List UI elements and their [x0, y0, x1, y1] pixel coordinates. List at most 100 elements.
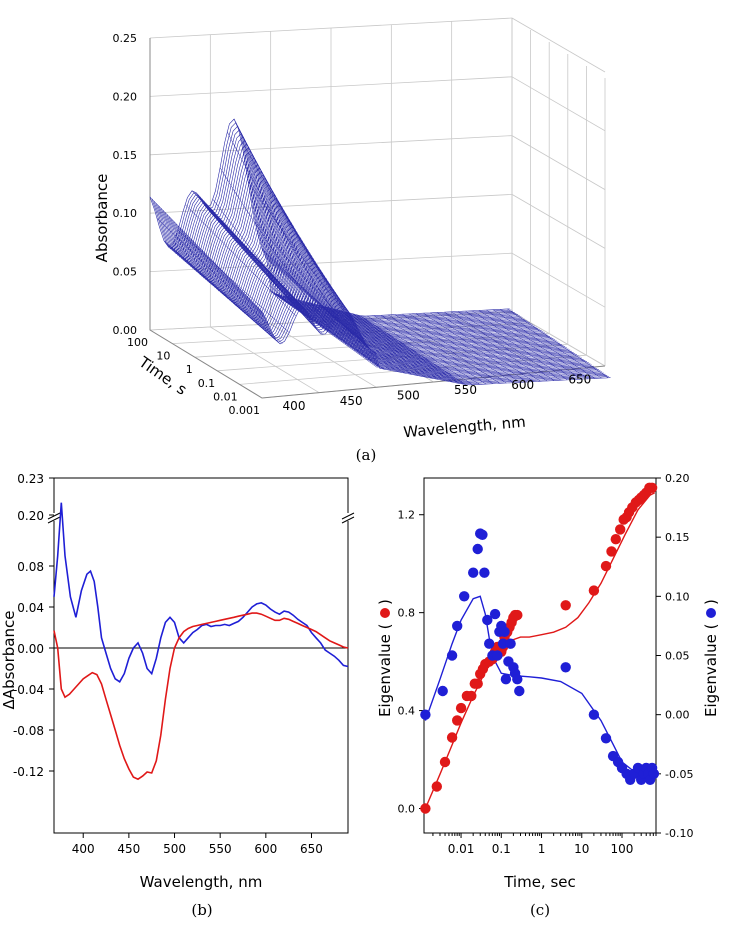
panel-a-z-tick-label: 0.15: [113, 149, 138, 162]
panel-c-point-left: [646, 482, 658, 493]
panel-a-mesh-column: [479, 310, 582, 380]
panel-a-mesh-column: [212, 199, 324, 335]
panel-c-point-left: [439, 756, 451, 768]
panel-b-xlabel: Wavelength, nm: [140, 873, 263, 891]
panel-b-x-tick-label: 400: [72, 842, 95, 856]
panel-c-x-tick-label: 1: [538, 842, 546, 856]
panel-b-series: [53, 502, 349, 781]
panel-b-y-break-tick-label: 0.23: [17, 472, 44, 486]
panel-a-z-tick-label: 0.10: [113, 207, 138, 220]
panel-c-point-right: [468, 567, 479, 578]
panel-a-mesh-column: [507, 308, 609, 379]
panel-a-mesh-column: [261, 248, 371, 350]
panel-a-side-hgrid: [511, 194, 606, 249]
panel-c-point-right: [492, 650, 503, 661]
panel-b-y-tick-label: 0.04: [17, 601, 44, 615]
panel-c-y-right-tick-label: 0.15: [665, 531, 690, 544]
panel-c-y-left-tick-label: 1.2: [398, 509, 416, 522]
panel-c-point-right: [600, 733, 612, 744]
panel-a-mesh-column: [346, 311, 453, 383]
panel-a-mesh-row: [188, 191, 546, 341]
panel-a-mesh-column: [184, 204, 297, 317]
panel-c-point-right: [648, 768, 660, 779]
panel-c-tick-labels: 0.0 0.4 0.8 1.2 -0.10 -0.05 0.00 0.05 0.10 0.15 0.…: [398, 472, 694, 856]
panel-c-point-left: [606, 546, 617, 557]
panel-a-mesh-row: [235, 268, 588, 370]
panel-a-mesh-column: [360, 315, 466, 385]
panel-c-xlabel: Time, sec: [503, 873, 576, 891]
panel-c-point-right: [459, 591, 470, 602]
panel-a-floor-grid: [511, 311, 606, 367]
panel-a-side-hgrid: [511, 252, 606, 308]
panel-a-mesh-column: [388, 314, 493, 384]
panel-c-legend-red-dot: [380, 608, 390, 618]
panel-c-y-right-tick-label: 0.20: [665, 472, 690, 485]
panel-a-mesh-column: [339, 310, 446, 381]
panel-a-mesh-column: [423, 312, 527, 383]
panel-a-mesh-column: [325, 306, 432, 379]
panel-c-ylabel-right-close: ): [702, 599, 720, 605]
panel-a-mesh-column: [486, 309, 589, 380]
panel-b-x-tick-label: 500: [163, 842, 186, 856]
panel-c-caption: (c): [530, 901, 550, 919]
panel-b-tick-labels: -0.12 -0.08 -0.04 0.00 0.04 0.08 0.20 0.23 400 45…: [13, 472, 323, 856]
panel-a-mesh-column: [163, 240, 276, 340]
panel-c-points: [420, 482, 660, 814]
panel-c-point-left: [472, 678, 483, 689]
panel-a-x-tick-label: 550: [454, 383, 477, 397]
panel-a-mesh-row: [157, 132, 517, 322]
panel-c-point-left: [466, 690, 477, 702]
panel-a-x-tick-label: 600: [511, 378, 534, 392]
panel-c-y-right-tick-label: 0.00: [665, 709, 690, 722]
panel-a-mesh-column: [310, 303, 419, 376]
panel-c-point-right: [446, 650, 458, 661]
panel-c-point-right: [500, 674, 512, 685]
panel-a-z-tick-label: 0.20: [113, 90, 138, 103]
panel-a-mesh-column: [465, 310, 568, 381]
panel-c-fit-left: [424, 492, 656, 809]
panel-c-point-right: [505, 638, 516, 649]
panel-c-point-right: [472, 543, 483, 555]
panel-a-mesh-column: [458, 311, 561, 381]
panel-c-ylabel-left-text: Eigenvalue (: [376, 624, 394, 718]
panel-c-point-left: [512, 609, 523, 621]
panel-a-mesh-column: [198, 196, 310, 316]
panel-b-frame: [53, 477, 349, 834]
panel-c-point-left: [431, 781, 442, 792]
panel-a-mesh-row: [159, 136, 519, 323]
panel-b-y-tick-label: 0.08: [17, 560, 44, 574]
panel-c-ylabel-left: Eigenvalue ( ): [376, 599, 394, 717]
panel-a-y-tick-label: 0.1: [198, 377, 216, 390]
panel-a-y-tick-label: 10: [156, 350, 170, 363]
panel-b-caption: (b): [191, 901, 212, 919]
panel-c-point-left: [452, 715, 463, 726]
panel-a-mesh-column: [219, 167, 331, 329]
panel-a-surface-plot: 0.00 0.05 0.10 0.15 0.20 0.25 400 450 500 550 600 6…: [93, 17, 611, 464]
panel-a-mesh-row: [155, 129, 515, 320]
panel-c-point-right: [420, 709, 431, 720]
panel-c-scatter-plot: 0.0 0.4 0.8 1.2 -0.10 -0.05 0.00 0.05 0.10 0.15 0.…: [376, 472, 720, 919]
panel-a-y-tick-label: 1: [186, 363, 193, 376]
panel-a-zlabel: Absorbance: [93, 174, 111, 263]
panel-b-x-tick-label: 550: [209, 842, 232, 856]
panel-b-ylabel: ΔAbsorbance: [0, 611, 18, 710]
panel-c-point-right: [588, 709, 600, 720]
panel-c-y-right-tick-label: 0.05: [665, 650, 690, 663]
panel-c-ylabel-right: Eigenvalue ( ): [702, 599, 720, 717]
panel-a-y-tick-label: 100: [127, 336, 148, 349]
panel-a-y-tick-label: 0.01: [213, 390, 238, 403]
panel-c-y-left-tick-label: 0.8: [398, 607, 416, 620]
panel-c-point-right: [499, 626, 510, 637]
panel-a-mesh-column: [170, 246, 283, 344]
panel-c-y-right-tick-label: -0.05: [665, 768, 693, 781]
panel-c-x-tick-label: 0.1: [492, 842, 511, 856]
panel-c-ylabel-right-text: Eigenvalue (: [702, 624, 720, 718]
panel-a-z-tick-label: 0.00: [113, 324, 138, 337]
panel-b-y-tick-label: -0.08: [13, 724, 44, 738]
panel-a-mesh-column: [374, 315, 480, 385]
panel-a-y-tick-label: 0.001: [229, 404, 261, 417]
panel-c-point-right: [560, 662, 571, 673]
panel-a-mesh-column: [282, 295, 392, 371]
panel-c-x-tick-label: 100: [611, 842, 634, 856]
